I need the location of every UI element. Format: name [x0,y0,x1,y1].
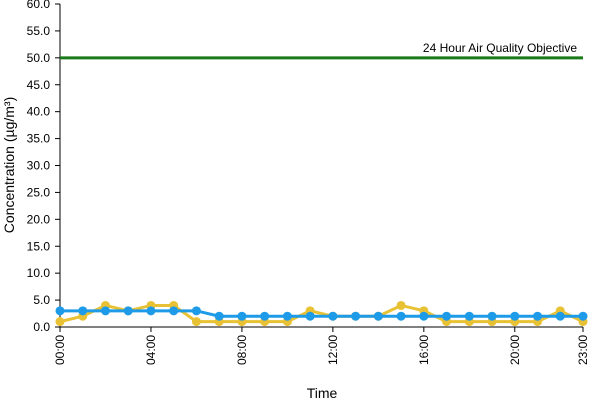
data-point [464,311,474,321]
data-point [396,300,406,310]
y-tick-label: 45.0 [27,78,51,92]
data-point [510,311,520,321]
y-tick-label: 0.0 [33,320,50,334]
data-point [191,306,201,316]
x-tick-label: 04:00 [144,335,158,365]
data-point [169,306,179,316]
data-point [237,311,247,321]
y-tick-label: 20.0 [27,212,51,226]
data-point [191,317,201,327]
data-point [578,311,588,321]
x-tick-label: 00:00 [53,335,67,365]
y-tick-label: 60.0 [27,0,51,11]
x-tick-label: 20:00 [508,335,522,365]
data-point [214,311,224,321]
y-tick-label: 5.0 [33,293,50,307]
y-tick-label: 50.0 [27,51,51,65]
y-axis-label: Concentration (µg/m³) [1,97,17,233]
data-point [351,311,361,321]
data-point [419,311,429,321]
y-tick-label: 30.0 [27,159,51,173]
data-point [555,311,565,321]
y-tick-label: 40.0 [27,105,51,119]
data-point [100,306,110,316]
data-point [442,311,452,321]
y-tick-label: 35.0 [27,132,51,146]
data-point [55,317,65,327]
data-point [78,306,88,316]
data-point [396,311,406,321]
data-point [55,306,65,316]
data-point [305,311,315,321]
data-point [373,311,383,321]
y-tick-label: 55.0 [27,24,51,38]
x-tick-label: 23:00 [576,335,590,365]
data-point [282,311,292,321]
data-point [146,306,156,316]
data-point [533,311,543,321]
x-tick-label: 12:00 [326,335,340,365]
reference-label: 24 Hour Air Quality Objective [423,41,577,55]
data-point [260,311,270,321]
data-point [487,311,497,321]
series-line [59,303,584,324]
y-tick-label: 15.0 [27,239,51,253]
data-point [328,311,338,321]
data-point [123,306,133,316]
x-tick-label: 16:00 [417,335,431,365]
y-tick-label: 10.0 [27,266,51,280]
x-tick-label: 08:00 [235,335,249,365]
y-tick-label: 25.0 [27,185,51,199]
x-axis-label: Time [307,385,338,400]
